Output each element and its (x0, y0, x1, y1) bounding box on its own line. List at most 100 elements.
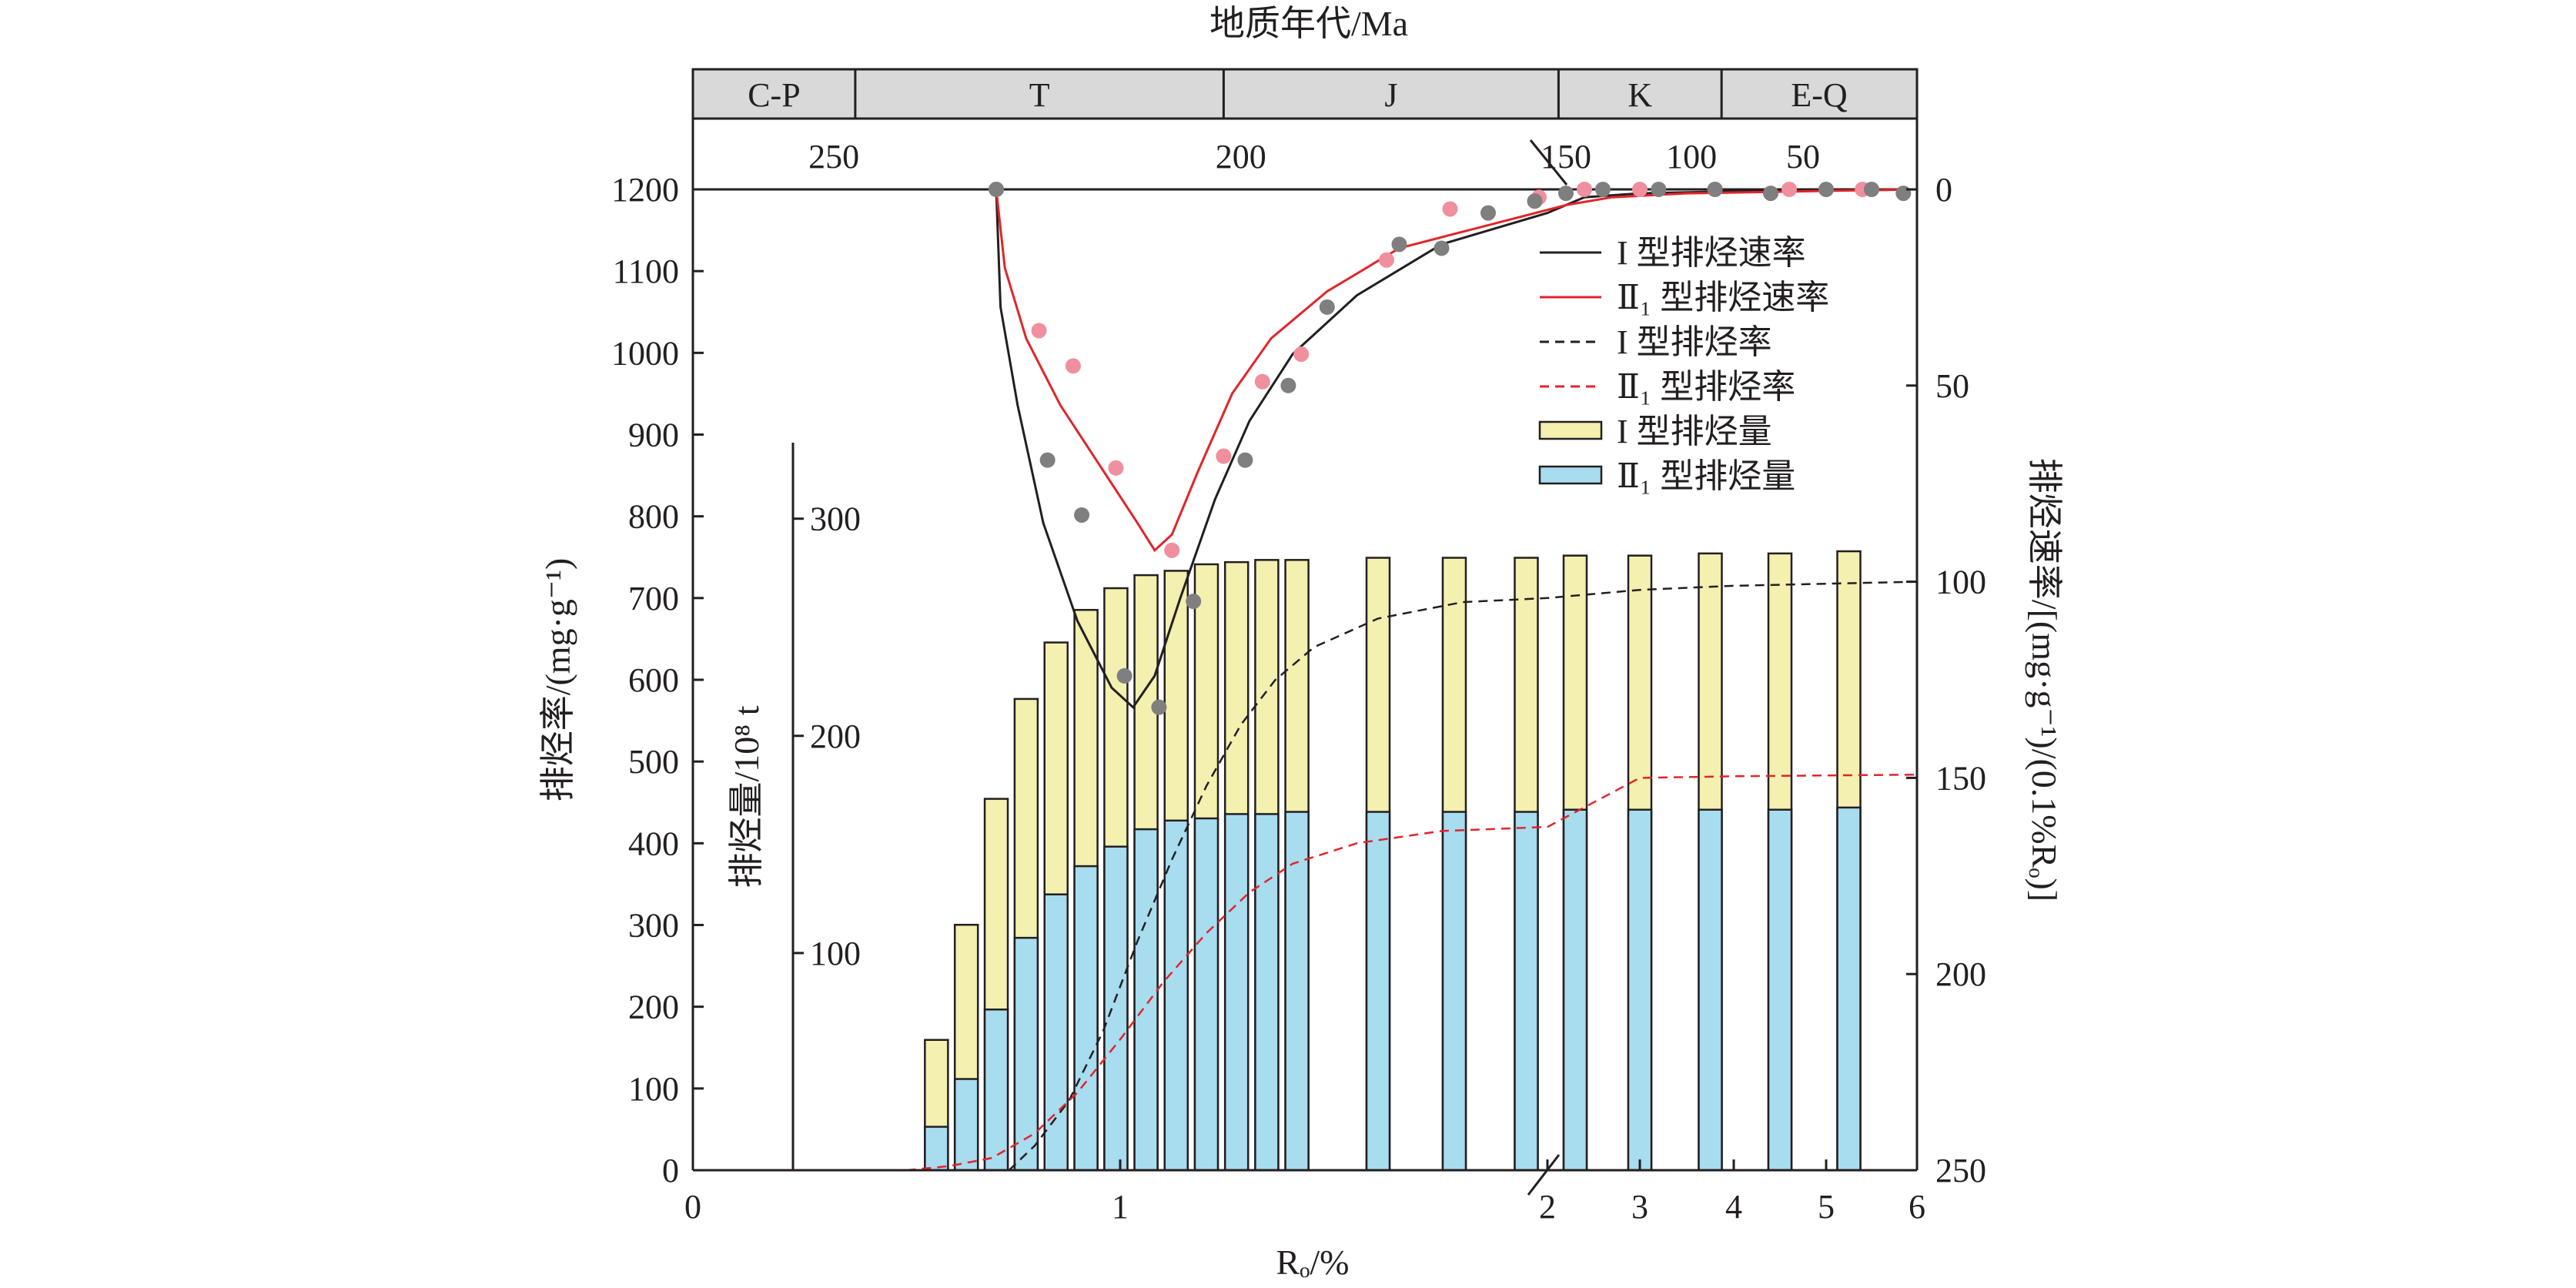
legend-swatch-bar (1538, 420, 1603, 440)
left-tick-label: 1200 (611, 171, 679, 209)
age-tick-label: 150 (1541, 138, 1591, 176)
x-tick-label: 3 (1631, 1188, 1648, 1226)
point-type1 (1237, 452, 1253, 468)
inner-tick-label: 100 (810, 935, 861, 972)
left-tick-label: 400 (628, 825, 679, 862)
bar-type2 (1365, 811, 1391, 1172)
point-type1 (1480, 205, 1496, 221)
left-tick-label: 600 (628, 661, 679, 699)
x-tick-label: 0 (684, 1188, 701, 1226)
right-tick-label: 200 (1935, 955, 1986, 993)
inner-tick-label: 300 (810, 500, 861, 538)
bar-type2 (1223, 813, 1250, 1172)
point-type2 (1442, 201, 1458, 217)
point-type1 (989, 182, 1005, 197)
bar-type2 (1698, 808, 1723, 1172)
left-tick-label: 700 (628, 580, 679, 617)
right-tick-label: 0 (1935, 171, 1952, 209)
legend-swatch-bar (1538, 465, 1603, 485)
bar-type2 (983, 1009, 1009, 1172)
x-tick-label: 2 (1539, 1188, 1556, 1226)
points-layer (989, 182, 1912, 715)
curves-layer (906, 188, 1918, 1172)
left-axis-title: 排烃率/(mg·g⁻¹) (538, 558, 577, 802)
point-type1 (1707, 182, 1723, 197)
left-tick-label: 500 (628, 743, 679, 781)
period-label-c-p: C-P (748, 76, 800, 114)
bar-type2 (1514, 811, 1539, 1172)
axes-layer: 0100200300400500600700800900100011001200… (611, 139, 1986, 1226)
point-type2 (1781, 182, 1797, 197)
point-type1 (1818, 182, 1834, 197)
period-band-frame (691, 68, 1919, 120)
point-type1 (1864, 182, 1879, 197)
age-band-frame (691, 117, 1919, 191)
bars-layer (924, 550, 1862, 1172)
bar-type2 (1254, 813, 1280, 1172)
x-axis-title: Rₒ/% (1276, 1243, 1349, 1282)
right-axis-title: 排烃速率/[(mg·g⁻¹)/(0.1%Rₒ)] (2025, 458, 2064, 902)
left-tick-label: 1000 (611, 334, 679, 372)
geologic-period-band: C-P T J K E-Q (691, 68, 1919, 191)
curve-type2-rate (906, 773, 1918, 1172)
right-tick-label: 250 (1935, 1152, 1986, 1189)
x-tick-label: 4 (1725, 1188, 1742, 1226)
legend-entry-label: I 型排烃速率 (1617, 234, 1806, 272)
point-type2 (1108, 460, 1124, 476)
age-tick-label: 250 (808, 138, 859, 176)
bar-type2 (1073, 865, 1099, 1172)
period-label-e-q: E-Q (1791, 76, 1848, 114)
x-tick-label: 1 (1112, 1188, 1129, 1226)
point-type1 (1151, 699, 1167, 715)
left-tick-label: 1100 (613, 253, 679, 290)
left-tick-label: 200 (628, 989, 679, 1026)
period-label-t: T (1029, 76, 1050, 114)
age-ticks: 250 200 150 100 50 (808, 138, 1820, 176)
point-type1 (1763, 186, 1778, 202)
period-label-j: J (1384, 76, 1397, 114)
inner-tick-label: 200 (810, 718, 861, 755)
point-type1 (1319, 299, 1335, 315)
bar-type2 (1163, 819, 1189, 1172)
point-type2 (1065, 358, 1081, 374)
point-type2 (1293, 346, 1310, 363)
bar-type2 (1836, 806, 1862, 1172)
point-type1 (1558, 186, 1574, 202)
legend-entry-label: Ⅱ₁ 型排烃率 (1617, 368, 1795, 406)
bar-type2 (1193, 817, 1219, 1172)
point-type2 (1254, 373, 1270, 390)
point-type1 (1595, 182, 1611, 197)
bar-type2 (1133, 828, 1159, 1172)
point-type1 (1651, 182, 1667, 197)
curve-type2-speed (995, 188, 1918, 553)
left-tick-label: 100 (628, 1070, 679, 1108)
legend-entry-label: I 型排烃量 (1617, 413, 1772, 450)
point-type1 (1186, 594, 1202, 610)
left-tick-label: 800 (628, 498, 679, 536)
bar-type2 (1013, 936, 1039, 1172)
legend-entry-label: Ⅱ₁ 型排烃速率 (1617, 279, 1829, 316)
top-title: 地质年代/Ma (1209, 4, 1408, 43)
bar-type2 (924, 1126, 949, 1172)
point-type1 (1116, 667, 1132, 684)
left-tick-label: 900 (628, 417, 679, 454)
age-tick-label: 100 (1666, 138, 1717, 176)
legend-entry-label: Ⅱ₁ 型排烃量 (1617, 457, 1795, 495)
point-type2 (1031, 323, 1047, 339)
bar-type2 (1043, 893, 1069, 1172)
bar-type2 (953, 1078, 979, 1172)
period-label-k: K (1628, 76, 1652, 114)
point-type1 (1280, 377, 1296, 393)
top-break-mark (1529, 139, 1568, 186)
point-type2 (1216, 448, 1232, 464)
bar-type2 (1767, 808, 1793, 1172)
point-type2 (1632, 182, 1648, 197)
bar-type2 (1103, 845, 1129, 1172)
point-type1 (1039, 452, 1055, 468)
legend-entry-label: I 型排烃率 (1617, 323, 1772, 361)
bar-type2 (1441, 811, 1467, 1172)
point-type1 (1434, 240, 1450, 256)
point-type2 (1164, 542, 1180, 558)
bar-type2 (1627, 808, 1653, 1172)
